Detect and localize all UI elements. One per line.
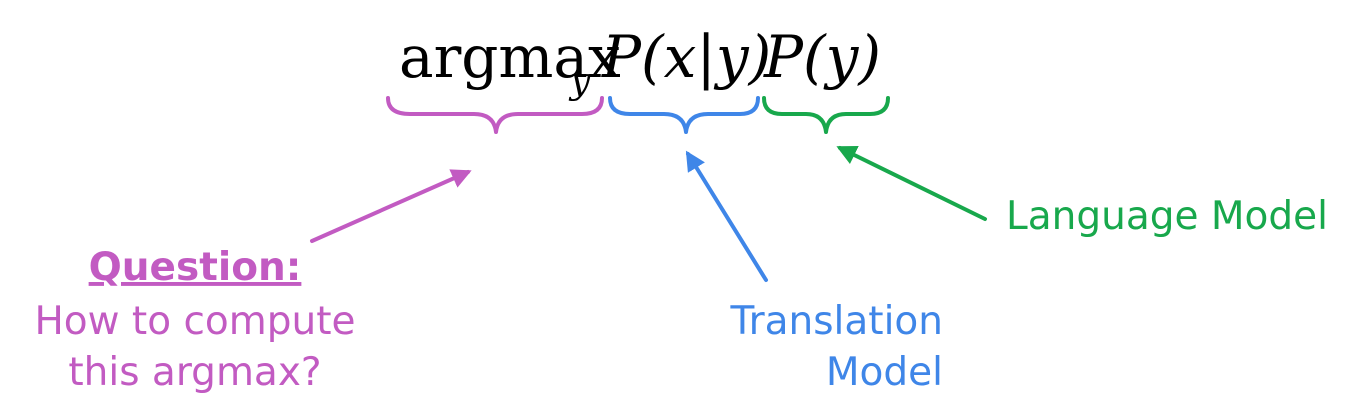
language-term: P(y) <box>763 23 881 91</box>
translation-line-1: Translation <box>729 299 943 344</box>
argmax-operator: argmax <box>399 23 621 91</box>
question-label: Question: How to compute this argmax? <box>34 245 355 395</box>
language-brace <box>762 96 890 134</box>
translation-brace <box>608 96 760 134</box>
translation-arrow <box>685 150 768 282</box>
translation-term: P(x|y) <box>601 23 771 91</box>
argmax-brace <box>386 96 604 134</box>
question-line-1: How to compute <box>34 299 355 344</box>
translation-line-2: Model <box>826 350 943 395</box>
question-heading: Question: <box>89 245 302 290</box>
question-line-2: this argmax? <box>68 350 321 395</box>
translation-label: Translation Model <box>729 299 943 395</box>
language-model-text: Language Model <box>1006 194 1328 239</box>
language-label: Language Model <box>1006 194 1328 239</box>
question-arrow <box>310 169 472 243</box>
equation: argmax y P(x|y) P(y) <box>399 23 881 102</box>
argmax-subscript: y <box>568 61 591 102</box>
language-arrow <box>836 146 987 221</box>
